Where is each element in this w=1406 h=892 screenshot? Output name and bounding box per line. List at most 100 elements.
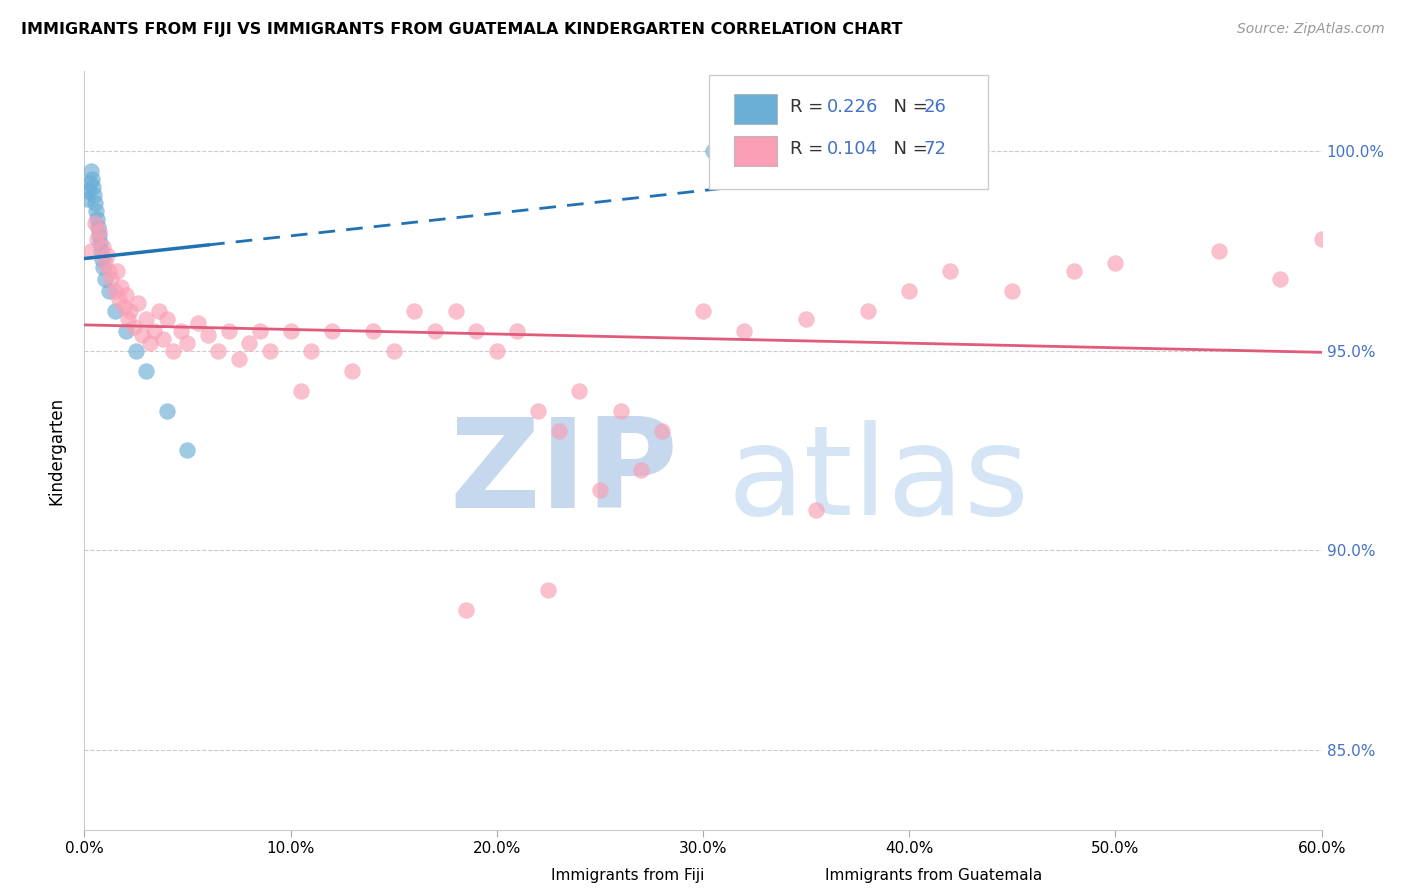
- FancyBboxPatch shape: [709, 75, 987, 189]
- Point: [98, 264, 121, 278]
- Point: [83, 188, 105, 202]
- Point: [112, 300, 135, 314]
- Point: [454, 603, 477, 617]
- Point: [228, 351, 250, 366]
- Text: R =: R =: [790, 98, 828, 116]
- Point: [117, 311, 139, 326]
- Text: Immigrants from Fiji: Immigrants from Fiji: [551, 869, 704, 883]
- Point: [506, 324, 529, 338]
- Point: [96, 248, 118, 262]
- Point: [342, 364, 364, 378]
- Point: [89, 235, 111, 250]
- Point: [87, 224, 110, 238]
- Point: [197, 327, 219, 342]
- Point: [1310, 232, 1333, 246]
- Text: ZIP: ZIP: [450, 413, 678, 533]
- Text: R =: R =: [790, 140, 828, 158]
- Point: [692, 303, 714, 318]
- Point: [609, 403, 631, 417]
- Point: [207, 343, 229, 358]
- Point: [702, 144, 724, 158]
- Text: Source: ZipAtlas.com: Source: ZipAtlas.com: [1237, 22, 1385, 37]
- FancyBboxPatch shape: [780, 865, 815, 888]
- Point: [280, 324, 302, 338]
- Point: [135, 311, 157, 326]
- Point: [290, 384, 312, 398]
- Text: 72: 72: [924, 140, 946, 158]
- Point: [176, 335, 198, 350]
- Point: [83, 196, 105, 211]
- Point: [1063, 264, 1085, 278]
- Point: [118, 303, 141, 318]
- Point: [90, 252, 112, 266]
- Point: [382, 343, 405, 358]
- Point: [794, 311, 817, 326]
- Text: 26: 26: [924, 98, 946, 116]
- Point: [83, 216, 105, 230]
- Point: [485, 343, 508, 358]
- Point: [94, 272, 117, 286]
- Point: [537, 583, 560, 598]
- Point: [94, 256, 117, 270]
- Text: N =: N =: [883, 98, 934, 116]
- Point: [249, 324, 271, 338]
- Point: [527, 403, 550, 417]
- Point: [114, 324, 136, 338]
- Point: [79, 244, 101, 258]
- Point: [299, 343, 322, 358]
- Point: [87, 219, 110, 234]
- Point: [91, 260, 114, 274]
- Point: [108, 292, 131, 306]
- Y-axis label: Kindergarten: Kindergarten: [48, 396, 66, 505]
- Point: [898, 284, 921, 298]
- Point: [1104, 256, 1126, 270]
- Point: [806, 503, 828, 517]
- Point: [135, 364, 157, 378]
- Point: [1001, 284, 1024, 298]
- Point: [104, 284, 127, 298]
- FancyBboxPatch shape: [734, 95, 778, 125]
- Point: [1208, 244, 1230, 258]
- Point: [321, 324, 343, 338]
- Point: [404, 303, 426, 318]
- Point: [91, 240, 114, 254]
- Point: [218, 324, 240, 338]
- Point: [131, 327, 153, 342]
- Point: [100, 272, 122, 286]
- Text: 0.104: 0.104: [827, 140, 877, 158]
- Point: [547, 424, 569, 438]
- Point: [104, 303, 127, 318]
- Point: [939, 264, 962, 278]
- Point: [1270, 272, 1292, 286]
- Point: [86, 232, 108, 246]
- Point: [589, 483, 612, 498]
- Point: [733, 324, 755, 338]
- Point: [105, 264, 128, 278]
- Point: [125, 343, 148, 358]
- Point: [79, 164, 101, 178]
- FancyBboxPatch shape: [506, 865, 541, 888]
- Point: [80, 172, 103, 186]
- Point: [170, 324, 193, 338]
- Point: [856, 303, 879, 318]
- Text: 0.226: 0.226: [827, 98, 879, 116]
- Point: [90, 244, 112, 258]
- Point: [114, 288, 136, 302]
- Point: [630, 463, 652, 477]
- Point: [156, 403, 179, 417]
- Point: [444, 303, 467, 318]
- Point: [176, 443, 198, 458]
- Point: [98, 284, 121, 298]
- Point: [122, 319, 145, 334]
- Point: [361, 324, 384, 338]
- Point: [152, 332, 174, 346]
- Point: [651, 424, 673, 438]
- Point: [82, 180, 104, 194]
- Point: [259, 343, 281, 358]
- Point: [162, 343, 184, 358]
- Text: Immigrants from Guatemala: Immigrants from Guatemala: [825, 869, 1043, 883]
- Point: [87, 227, 110, 242]
- Point: [156, 311, 179, 326]
- FancyBboxPatch shape: [734, 136, 778, 166]
- Point: [568, 384, 591, 398]
